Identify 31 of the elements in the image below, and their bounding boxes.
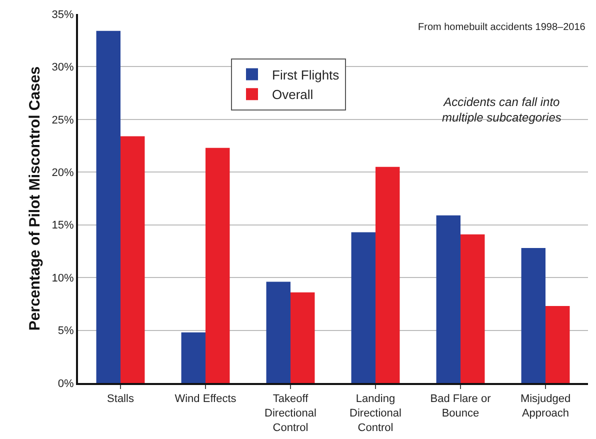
bar bbox=[351, 232, 376, 383]
bar bbox=[546, 306, 570, 383]
x-tick-label: Takeoff Directional Control bbox=[264, 393, 316, 434]
x-tick-label: Stalls bbox=[107, 393, 134, 406]
bar bbox=[96, 30, 120, 383]
bar bbox=[290, 292, 315, 383]
x-tick-label: Bad Flare or Bounce bbox=[430, 393, 492, 420]
bar bbox=[436, 215, 460, 383]
y-tick-label: 20% bbox=[52, 166, 74, 179]
bar bbox=[521, 248, 546, 383]
y-axis-title: Percentage of Pilot Miscontrol Cases bbox=[26, 66, 44, 331]
annotation: From homebuilt accidents 1998–2016 bbox=[418, 22, 586, 33]
y-tick-label: 15% bbox=[52, 220, 74, 232]
y-tick-label: 35% bbox=[52, 8, 74, 21]
bar bbox=[460, 234, 485, 383]
bar bbox=[206, 148, 230, 383]
y-tick-label: 10% bbox=[52, 272, 74, 284]
bar bbox=[266, 282, 290, 383]
x-tick-label: Landing Directional Control bbox=[350, 393, 402, 434]
annotation: Accidents can fall into multiple subcategories bbox=[442, 95, 562, 125]
bar bbox=[120, 136, 145, 383]
y-tick-label: 25% bbox=[52, 114, 74, 126]
x-tick-label: Misjudged Approach bbox=[520, 393, 571, 420]
bar bbox=[376, 166, 400, 383]
legend-label: Overall bbox=[272, 87, 314, 102]
y-tick-label: 5% bbox=[58, 325, 74, 338]
bar bbox=[181, 332, 206, 383]
y-tick-label: 30% bbox=[52, 62, 74, 74]
x-tick-label: Wind Effects bbox=[174, 393, 237, 406]
legend-label: First Flights bbox=[272, 67, 340, 82]
y-tick-label: 0% bbox=[58, 378, 74, 390]
